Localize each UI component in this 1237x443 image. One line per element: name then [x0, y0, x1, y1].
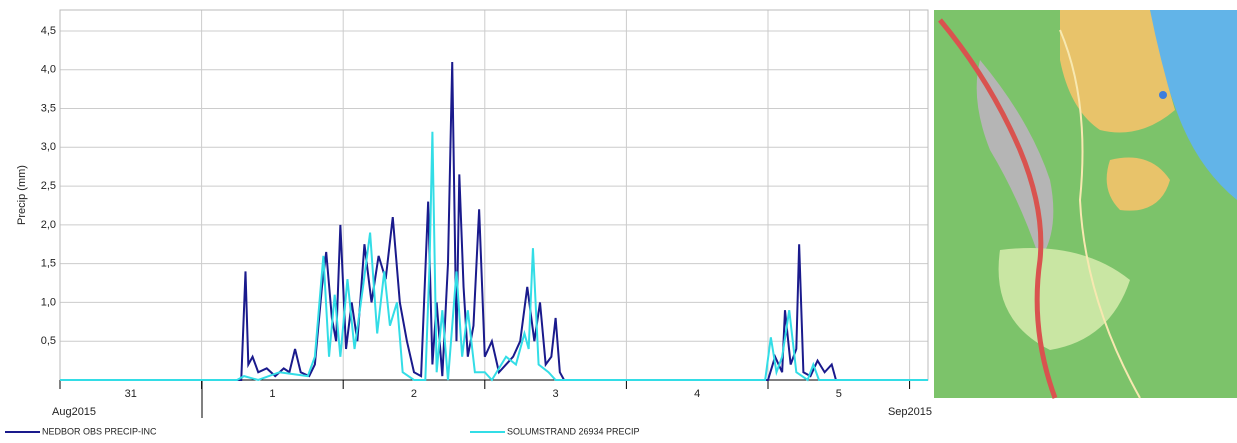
month-label: Aug2015 [52, 406, 96, 418]
series-line [60, 62, 928, 380]
page: {"chart_data": {"type": "line", "ylabel"… [0, 0, 1237, 438]
x-tick-label: 31 [125, 388, 137, 400]
y-tick-label: 3,5 [41, 102, 56, 114]
x-tick-label: 1 [269, 388, 275, 400]
map [934, 10, 1237, 398]
chart: Precip (mm) NEDBOR OBS PRECIP-INC SOLUMS… [0, 0, 1237, 438]
y-tick-label: 0,5 [41, 335, 56, 347]
y-tick-label: 4,5 [41, 25, 56, 37]
series-line [60, 132, 928, 380]
legend-label: NEDBOR OBS PRECIP-INC [42, 426, 157, 436]
month-label: Sep2015 [888, 406, 932, 418]
x-tick-label: 3 [553, 388, 559, 400]
y-tick-label: 1,0 [41, 296, 56, 308]
x-tick-label: 5 [836, 388, 842, 400]
y-axis-label: Precip (mm) [16, 165, 28, 225]
legend-label: SOLUMSTRAND 26934 PRECIP [507, 426, 640, 436]
y-tick-label: 3,0 [41, 141, 56, 153]
x-tick-label: 2 [411, 388, 417, 400]
y-tick-label: 1,5 [41, 258, 56, 270]
y-tick-label: 4,0 [41, 64, 56, 76]
y-tick-label: 2,0 [41, 219, 56, 231]
y-tick-label: 2,5 [41, 180, 56, 192]
map-pin [1159, 91, 1167, 99]
x-tick-label: 4 [694, 388, 700, 400]
